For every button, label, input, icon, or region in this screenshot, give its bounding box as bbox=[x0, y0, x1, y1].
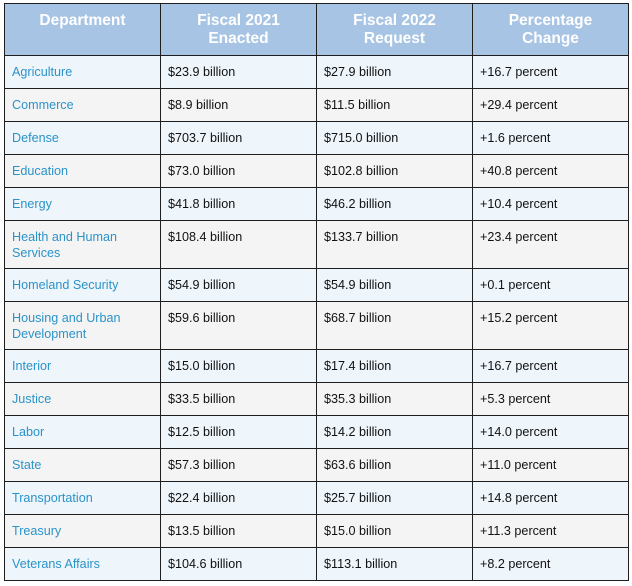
fy2022-cell: $715.0 billion bbox=[316, 121, 473, 155]
fy2021-cell: $108.4 billion bbox=[160, 220, 317, 269]
change-cell: +8.2 percent bbox=[472, 547, 629, 581]
table-row: Energy $41.8 billion $46.2 billion +10.4… bbox=[4, 187, 629, 221]
fy2021-cell: $59.6 billion bbox=[160, 301, 317, 350]
header-fiscal-2021: Fiscal 2021 Enacted bbox=[160, 3, 317, 56]
table-row: Justice $33.5 billion $35.3 billion +5.3… bbox=[4, 382, 629, 416]
fy2022-cell: $14.2 billion bbox=[316, 415, 473, 449]
fy2021-cell: $23.9 billion bbox=[160, 55, 317, 89]
fy2022-cell: $54.9 billion bbox=[316, 268, 473, 302]
department-cell: Agriculture bbox=[4, 55, 161, 89]
change-cell: +16.7 percent bbox=[472, 55, 629, 89]
table-row: Interior $15.0 billion $17.4 billion +16… bbox=[4, 349, 629, 383]
fy2021-cell: $13.5 billion bbox=[160, 514, 317, 548]
header-department: Department bbox=[4, 3, 161, 56]
fy2022-cell: $113.1 billion bbox=[316, 547, 473, 581]
change-cell: +10.4 percent bbox=[472, 187, 629, 221]
fy2022-cell: $102.8 billion bbox=[316, 154, 473, 188]
department-cell: Energy bbox=[4, 187, 161, 221]
department-cell: Transportation bbox=[4, 481, 161, 515]
fy2022-cell: $35.3 billion bbox=[316, 382, 473, 416]
fy2021-cell: $73.0 billion bbox=[160, 154, 317, 188]
change-cell: +5.3 percent bbox=[472, 382, 629, 416]
department-cell: Veterans Affairs bbox=[4, 547, 161, 581]
table-row: Labor $12.5 billion $14.2 billion +14.0 … bbox=[4, 415, 629, 449]
change-cell: +29.4 percent bbox=[472, 88, 629, 122]
fy2022-cell: $17.4 billion bbox=[316, 349, 473, 383]
fy2021-cell: $33.5 billion bbox=[160, 382, 317, 416]
table-row: Housing and Urban Development $59.6 bill… bbox=[4, 301, 629, 350]
fy2022-cell: $11.5 billion bbox=[316, 88, 473, 122]
fy2022-cell: $46.2 billion bbox=[316, 187, 473, 221]
change-cell: +1.6 percent bbox=[472, 121, 629, 155]
budget-table: Department Fiscal 2021 Enacted Fiscal 20… bbox=[4, 3, 629, 581]
header-row: Department Fiscal 2021 Enacted Fiscal 20… bbox=[4, 3, 629, 56]
department-cell: Housing and Urban Development bbox=[4, 301, 161, 350]
department-cell: Education bbox=[4, 154, 161, 188]
fy2021-cell: $57.3 billion bbox=[160, 448, 317, 482]
fy2022-cell: $15.0 billion bbox=[316, 514, 473, 548]
header-percentage-change: Percentage Change bbox=[472, 3, 629, 56]
department-cell: Commerce bbox=[4, 88, 161, 122]
change-cell: +15.2 percent bbox=[472, 301, 629, 350]
fy2022-cell: $25.7 billion bbox=[316, 481, 473, 515]
department-cell: Labor bbox=[4, 415, 161, 449]
fy2021-cell: $41.8 billion bbox=[160, 187, 317, 221]
change-cell: +23.4 percent bbox=[472, 220, 629, 269]
department-cell: Defense bbox=[4, 121, 161, 155]
table-row: Health and Human Services $108.4 billion… bbox=[4, 220, 629, 269]
table-row: Defense $703.7 billion $715.0 billion +1… bbox=[4, 121, 629, 155]
fy2022-cell: $63.6 billion bbox=[316, 448, 473, 482]
fy2022-cell: $68.7 billion bbox=[316, 301, 473, 350]
department-cell: Interior bbox=[4, 349, 161, 383]
fy2021-cell: $12.5 billion bbox=[160, 415, 317, 449]
table-row: Treasury $13.5 billion $15.0 billion +11… bbox=[4, 514, 629, 548]
change-cell: +40.8 percent bbox=[472, 154, 629, 188]
change-cell: +14.8 percent bbox=[472, 481, 629, 515]
fy2021-cell: $8.9 billion bbox=[160, 88, 317, 122]
table-row: Agriculture $23.9 billion $27.9 billion … bbox=[4, 55, 629, 89]
fy2021-cell: $54.9 billion bbox=[160, 268, 317, 302]
table-row: Transportation $22.4 billion $25.7 billi… bbox=[4, 481, 629, 515]
table-row: Veterans Affairs $104.6 billion $113.1 b… bbox=[4, 547, 629, 581]
department-cell: Homeland Security bbox=[4, 268, 161, 302]
department-cell: Health and Human Services bbox=[4, 220, 161, 269]
header-fiscal-2022: Fiscal 2022 Request bbox=[316, 3, 473, 56]
fy2021-cell: $104.6 billion bbox=[160, 547, 317, 581]
department-cell: Treasury bbox=[4, 514, 161, 548]
table-row: Commerce $8.9 billion $11.5 billion +29.… bbox=[4, 88, 629, 122]
fy2021-cell: $22.4 billion bbox=[160, 481, 317, 515]
fy2022-cell: $133.7 billion bbox=[316, 220, 473, 269]
fy2022-cell: $27.9 billion bbox=[316, 55, 473, 89]
table-row: Education $73.0 billion $102.8 billion +… bbox=[4, 154, 629, 188]
change-cell: +11.0 percent bbox=[472, 448, 629, 482]
table-row: State $57.3 billion $63.6 billion +11.0 … bbox=[4, 448, 629, 482]
department-cell: State bbox=[4, 448, 161, 482]
change-cell: +0.1 percent bbox=[472, 268, 629, 302]
change-cell: +16.7 percent bbox=[472, 349, 629, 383]
change-cell: +14.0 percent bbox=[472, 415, 629, 449]
change-cell: +11.3 percent bbox=[472, 514, 629, 548]
department-cell: Justice bbox=[4, 382, 161, 416]
fy2021-cell: $15.0 billion bbox=[160, 349, 317, 383]
table-row: Homeland Security $54.9 billion $54.9 bi… bbox=[4, 268, 629, 302]
fy2021-cell: $703.7 billion bbox=[160, 121, 317, 155]
